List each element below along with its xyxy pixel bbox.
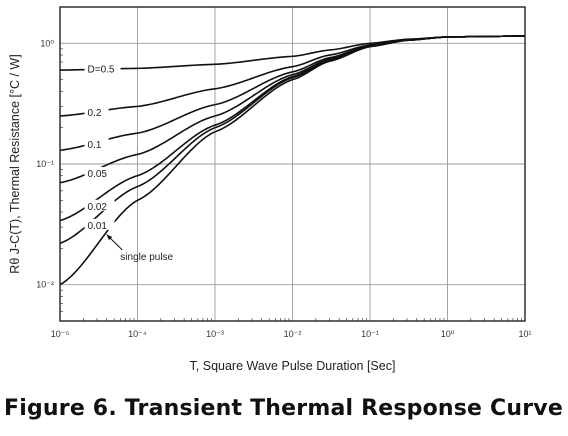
series-labels: D=0.5 0.2 0.1 0.05 0.02 0.01 <box>84 62 121 232</box>
series-label-bg <box>84 199 115 211</box>
thermal-response-chart: 10⁻⁵ 10⁻⁴ 10⁻³ 10⁻² 10⁻¹ 10⁰ 10¹ 10⁻² 10⁻¹ 10⁰ D=… <box>8 6 532 373</box>
annotation-text: single pulse <box>120 252 173 263</box>
y-tick-label: 10⁻¹ <box>36 159 54 169</box>
x-axis-label: T, Square Wave Pulse Duration [Sec] <box>190 359 396 373</box>
annotation-arrow-head <box>106 234 113 241</box>
plot-frame <box>59 6 526 322</box>
figure-caption: Figure 6. Transient Thermal Response Cur… <box>0 396 568 421</box>
x-tick-label: 10⁻⁵ <box>51 329 70 339</box>
series-label-bg <box>84 62 121 74</box>
series-line <box>59 35 526 286</box>
tick-labels: 10⁻⁵ 10⁻⁴ 10⁻³ 10⁻² 10⁻¹ 10⁰ 10¹ 10⁻² 10⁻¹ 10⁰ <box>36 38 531 339</box>
series-label: 0.2 <box>88 108 102 119</box>
series-label: 0.1 <box>88 140 102 151</box>
y-tick-label: 10⁻² <box>36 280 54 290</box>
series-label-bg <box>84 106 109 118</box>
series-label: D=0.5 <box>88 65 115 76</box>
series-label-bg <box>84 218 115 230</box>
x-tick-label: 10⁻⁴ <box>128 329 147 339</box>
x-tick-label: 10⁻¹ <box>361 329 379 339</box>
series-label-bg <box>84 167 115 179</box>
y-axis-label: Rθ J-C(T), Thermal Resistance [°C / W] <box>8 54 22 273</box>
y-tick-label: 10⁰ <box>40 38 54 48</box>
series-label-bg <box>84 138 109 150</box>
series-label: 0.05 <box>88 169 108 180</box>
series-label: 0.01 <box>88 221 108 232</box>
x-tick-label: 10¹ <box>518 329 531 339</box>
figure-caption-text: Figure 6. Transient Thermal Response Cur… <box>4 396 563 421</box>
x-tick-label: 10⁻³ <box>206 329 224 339</box>
x-tick-label: 10⁰ <box>441 329 455 339</box>
series-lines <box>59 35 526 286</box>
grid-lines <box>60 7 525 321</box>
x-tick-label: 10⁻² <box>284 329 302 339</box>
series-label: 0.02 <box>88 202 108 213</box>
annotations: single pulse <box>106 234 174 263</box>
